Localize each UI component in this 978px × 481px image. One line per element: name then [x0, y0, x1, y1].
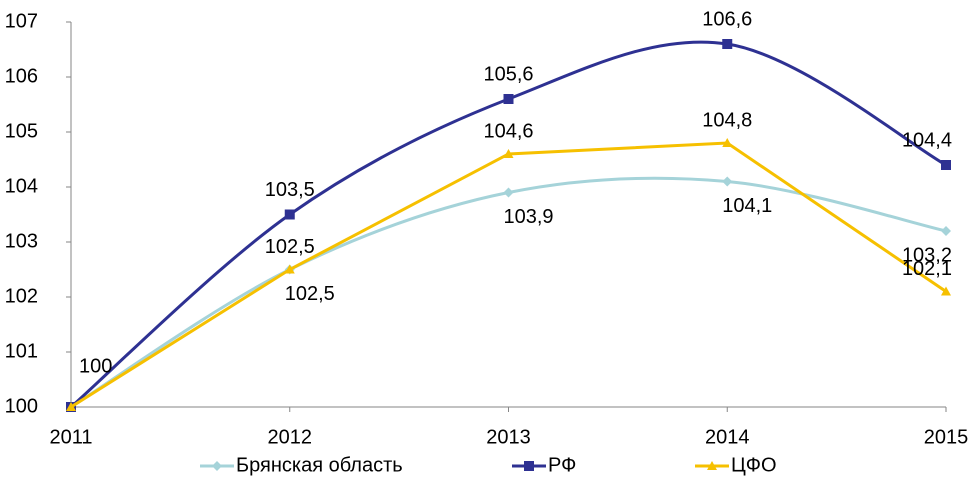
- y-tick-label: 104: [5, 175, 38, 197]
- y-tick-label: 100: [5, 395, 38, 417]
- y-tick-label: 105: [5, 120, 38, 142]
- marker: [284, 264, 295, 274]
- marker: [707, 461, 717, 470]
- data-label: 104,6: [483, 120, 533, 142]
- data-label: 103,5: [265, 179, 315, 201]
- marker: [503, 149, 514, 158]
- marker: [722, 39, 733, 49]
- y-tick-label: 103: [5, 230, 38, 252]
- marker: [524, 461, 534, 471]
- data-label: 106,6: [702, 8, 752, 30]
- marker: [941, 226, 951, 236]
- x-tick-label: 2015: [924, 426, 969, 448]
- legend-label: ЦФО: [731, 454, 777, 476]
- data-label: 100: [79, 355, 112, 377]
- data-label: 103,2: [902, 244, 952, 266]
- marker: [722, 138, 733, 147]
- x-tick-label: 2011: [49, 426, 92, 448]
- series-line: [70, 141, 947, 409]
- marker: [503, 187, 514, 198]
- marker: [941, 286, 951, 296]
- x-tick-label: 2014: [705, 426, 750, 448]
- x-tick-label: 2013: [486, 426, 531, 448]
- marker: [722, 176, 733, 187]
- data-label: 102,1: [902, 258, 952, 280]
- data-label: 102,5: [285, 283, 335, 305]
- y-tick-label: 101: [5, 340, 38, 362]
- marker: [941, 160, 951, 170]
- data-label: 105,6: [483, 63, 533, 85]
- marker: [503, 94, 514, 104]
- y-tick-label: 106: [5, 65, 38, 87]
- y-tick-label: 107: [5, 10, 38, 32]
- data-label: 102,5: [265, 236, 315, 258]
- y-tick-label: 102: [5, 285, 38, 307]
- data-label: 104,4: [902, 129, 952, 151]
- legend-label: РФ: [548, 454, 576, 476]
- marker: [66, 402, 76, 411]
- data-label: 104,1: [722, 195, 772, 217]
- data-label: 103,9: [503, 206, 553, 228]
- data-label: 104,8: [702, 109, 752, 131]
- marker: [212, 461, 222, 471]
- marker: [284, 209, 295, 220]
- legend-label: Брянская область: [236, 454, 403, 476]
- x-tick-label: 2012: [268, 426, 313, 448]
